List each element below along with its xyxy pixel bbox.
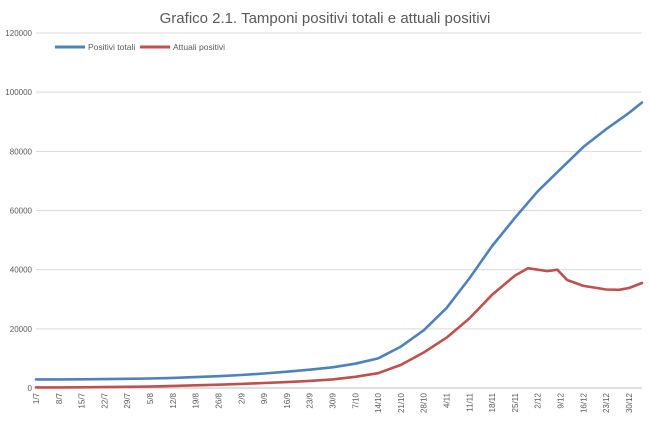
- x-tick-label: 16/12: [579, 392, 588, 413]
- y-tick-label: 40000: [10, 266, 33, 275]
- x-tick-label: 7/10: [351, 392, 360, 408]
- y-tick-label: 0: [28, 384, 33, 393]
- series-line-attuali-positivi: [34, 266, 644, 389]
- x-tick-label: 9/12: [557, 392, 566, 408]
- gridlines: [36, 32, 642, 330]
- legend: Positivi totali Attuali positivi: [55, 42, 225, 52]
- x-tick-label: 16/9: [283, 392, 292, 408]
- x-axis-ticks: 1/7 8/7 15/7 22/7 29/7 5/8 12/8 19/8 26/8 2/9 9/9 1…: [32, 392, 634, 413]
- x-tick-label: 2/9: [237, 392, 246, 404]
- x-tick-label: 23/9: [306, 392, 315, 408]
- x-tick-label: 23/12: [602, 392, 611, 413]
- x-tick-label: 15/7: [78, 392, 87, 408]
- legend-label-positivi-totali: Positivi totali: [88, 42, 135, 52]
- x-tick-label: 4/11: [443, 392, 452, 408]
- x-tick-label: 22/7: [100, 392, 109, 408]
- series-line-positivi-totali: [34, 101, 644, 381]
- x-tick-label: 12/8: [169, 392, 178, 408]
- x-tick-label: 8/7: [55, 392, 64, 404]
- x-tick-label: 28/10: [420, 392, 429, 413]
- y-tick-label: 60000: [10, 207, 33, 216]
- x-tick-label: 14/10: [374, 392, 383, 413]
- chart-title: Grafico 2.1. Tamponi positivi totali e a…: [160, 10, 491, 27]
- x-tick-label: 2/12: [534, 392, 543, 408]
- x-tick-label: 18/11: [488, 392, 497, 412]
- y-axis-ticks: 0 20000 40000 60000 80000 100000 120000: [5, 29, 32, 393]
- x-tick-label: 5/8: [146, 392, 155, 404]
- x-tick-label: 26/8: [214, 392, 223, 408]
- legend-label-attuali-positivi: Attuali positivi: [173, 42, 225, 52]
- x-tick-label: 29/7: [123, 392, 132, 408]
- x-tick-label: 25/11: [511, 392, 520, 412]
- y-tick-label: 20000: [10, 325, 33, 334]
- x-tick-label: 30/12: [625, 392, 634, 413]
- x-tick-label: 30/9: [328, 392, 337, 408]
- x-tick-label: 1/7: [32, 392, 41, 404]
- x-tick-label: 21/10: [397, 392, 406, 413]
- x-tick-label: 19/8: [192, 392, 201, 408]
- y-tick-label: 120000: [5, 29, 32, 38]
- y-tick-label: 100000: [5, 88, 32, 97]
- x-tick-label: 9/9: [260, 392, 269, 404]
- x-tick-label: 11/11: [465, 392, 474, 411]
- y-tick-label: 80000: [10, 147, 33, 156]
- series-lines: [34, 101, 644, 389]
